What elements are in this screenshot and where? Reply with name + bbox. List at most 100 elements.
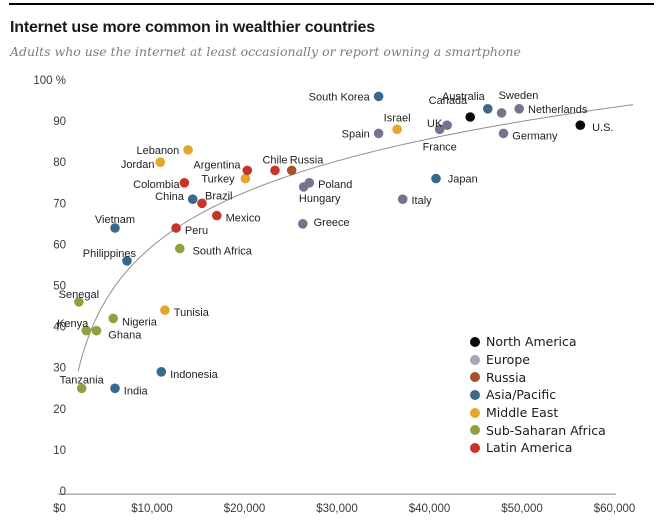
data-point-argentina: [242, 165, 253, 176]
data-point-label-nigeria: Nigeria: [122, 316, 158, 328]
data-point-senegal: [74, 297, 84, 307]
legend-label-middle_east: Middle East: [486, 405, 559, 421]
x-tick-label: $20,000: [224, 503, 266, 515]
data-point-label-south-korea: South Korea: [309, 91, 371, 103]
legend-dot-sub_saharan_africa: [470, 425, 480, 436]
data-point-lebanon: [183, 145, 193, 155]
data-point-label-u-s: U.S.: [592, 122, 613, 134]
data-point-netherlands: [514, 104, 524, 114]
legend-dot-latin_america: [470, 442, 480, 453]
legend-item-asia_pacific: Asia/Pacific: [470, 386, 606, 404]
data-point-label-kenya: Kenya: [57, 318, 89, 330]
legend-label-europe: Europe: [486, 352, 530, 368]
y-tick-label: 20: [53, 404, 66, 416]
data-point-germany: [498, 128, 509, 139]
data-point-label-tanzania: Tanzania: [60, 374, 105, 386]
data-point-label-russia: Russia: [290, 155, 325, 167]
data-point-label-south-africa: South Africa: [193, 246, 253, 258]
page-subtitle: Adults who use the internet at least occ…: [10, 44, 521, 59]
data-point-label-uk: UK: [427, 118, 443, 130]
x-tick-label: $30,000: [316, 503, 358, 515]
data-point-israel: [392, 124, 402, 135]
data-point-russia: [286, 165, 297, 176]
legend-dot-asia_pacific: [470, 389, 480, 400]
legend-item-europe: Europe: [470, 351, 606, 369]
y-tick-label: 40: [53, 322, 66, 334]
data-point-colombia: [179, 178, 190, 188]
data-point-peru: [171, 223, 181, 233]
data-point-label-senegal: Senegal: [59, 289, 99, 301]
data-point-label-ghana: Ghana: [108, 330, 142, 342]
data-point-sweden: [496, 108, 507, 118]
legend-label-asia_pacific: Asia/Pacific: [486, 387, 557, 403]
x-tick-label: $10,000: [131, 503, 173, 515]
data-point-label-peru: Peru: [185, 225, 208, 237]
x-tick-label: $40,000: [409, 503, 451, 515]
data-point-label-australia: Australia: [442, 91, 486, 103]
data-point-u-s: [575, 120, 586, 130]
trend-line: [77, 104, 634, 372]
data-point-greece: [298, 219, 308, 229]
data-point-france: [434, 124, 445, 135]
legend-item-sub_saharan_africa: Sub-Saharan Africa: [470, 421, 606, 439]
data-point-chile: [270, 165, 280, 176]
data-point-label-japan: Japan: [448, 174, 478, 186]
data-point-turkey: [240, 173, 251, 184]
data-point-label-sweden: Sweden: [499, 90, 539, 102]
y-tick-label: 0: [60, 486, 66, 498]
data-point-italy: [397, 194, 408, 204]
data-point-mexico: [212, 210, 222, 221]
data-point-label-tunisia: Tunisia: [174, 307, 210, 319]
data-point-label-vietnam: Vietnam: [95, 214, 135, 226]
data-point-canada: [465, 112, 476, 122]
y-tick-label: 50: [53, 281, 66, 293]
y-tick-label: 80: [53, 157, 66, 169]
data-point-label-netherlands: Netherlands: [528, 104, 588, 116]
data-point-label-indonesia: Indonesia: [170, 369, 219, 381]
data-point-label-hungary: Hungary: [299, 193, 341, 205]
data-point-label-brazil: Brazil: [205, 191, 233, 203]
data-point-label-poland: Poland: [318, 179, 352, 191]
data-point-spain: [373, 128, 384, 139]
legend-item-russia: Russia: [470, 368, 606, 386]
data-point-label-philippines: Philippines: [83, 248, 137, 260]
x-tick-label: $50,000: [501, 503, 543, 515]
data-point-label-china: China: [155, 191, 185, 203]
data-point-label-chile: Chile: [262, 155, 287, 167]
data-point-tunisia: [160, 305, 170, 316]
data-point-tanzania: [76, 383, 87, 394]
legend-label-sub_saharan_africa: Sub-Saharan Africa: [486, 422, 606, 438]
top-rule: [9, 3, 654, 5]
data-point-label-colombia: Colombia: [133, 179, 180, 191]
data-point-label-israel: Israel: [384, 113, 411, 125]
data-point-china: [187, 194, 198, 204]
data-point-brazil: [197, 198, 207, 209]
legend-label-latin_america: Latin America: [486, 440, 573, 456]
data-point-india: [110, 383, 120, 394]
data-point-indonesia: [156, 367, 167, 377]
legend-dot-north_america: [470, 336, 480, 347]
data-point-label-india: India: [124, 385, 149, 397]
data-point-label-canada: Canada: [429, 95, 468, 107]
data-point-label-italy: Italy: [412, 195, 433, 207]
y-tick-label: 60: [53, 239, 66, 251]
y-tick-label: 100 %: [33, 75, 66, 87]
legend-label-north_america: North America: [486, 334, 577, 350]
y-tick-label: 70: [53, 198, 66, 210]
data-point-label-lebanon: Lebanon: [136, 145, 179, 157]
data-point-label-spain: Spain: [342, 128, 370, 140]
y-tick-label: 10: [53, 445, 66, 457]
data-point-japan: [431, 173, 441, 184]
data-point-south-korea: [373, 91, 384, 102]
data-point-ghana: [91, 325, 102, 336]
y-tick-label: 90: [53, 116, 66, 128]
data-point-label-argentina: Argentina: [193, 159, 241, 171]
legend-dot-middle_east: [470, 407, 480, 418]
data-point-label-germany: Germany: [512, 130, 558, 142]
data-point-kenya: [81, 325, 92, 336]
data-point-south-africa: [175, 243, 185, 254]
data-point-label-mexico: Mexico: [226, 213, 261, 225]
legend-label-russia: Russia: [486, 369, 527, 385]
data-point-label-france: France: [423, 141, 457, 153]
